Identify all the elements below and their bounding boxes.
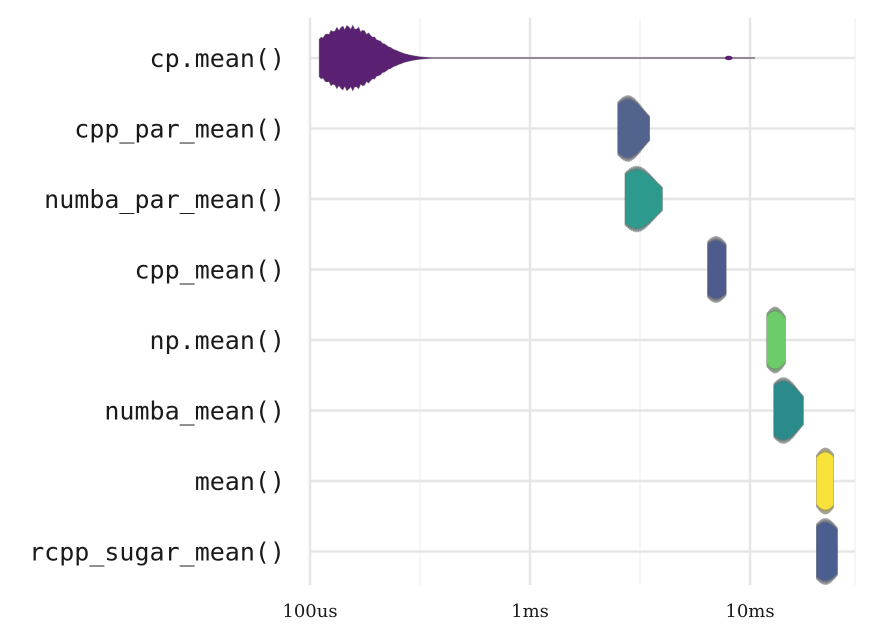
x-axis-labels: 100us 1ms 10ms [282, 601, 774, 622]
grid [308, 18, 856, 585]
y-tick-label: cpp_par_mean() [74, 115, 285, 144]
y-tick-label: cpp_mean() [134, 256, 285, 285]
violin-np-mean [766, 306, 786, 374]
y-tick-label: cp.mean() [150, 44, 285, 73]
violin-numba-par-mean [624, 165, 663, 233]
x-tick-label: 10ms [725, 601, 774, 622]
violin-mean [816, 447, 834, 515]
violin-cpp-par-mean [617, 94, 650, 163]
violin-numba-mean [773, 376, 804, 445]
violin-cpp-mean [707, 235, 727, 304]
violins [318, 24, 838, 586]
violin-cp-mean [318, 24, 755, 92]
y-tick-label: np.mean() [150, 326, 285, 355]
x-tick-label: 1ms [511, 601, 549, 622]
y-tick-label: numba_par_mean() [44, 185, 285, 214]
y-tick-label: numba_mean() [104, 397, 285, 426]
y-tick-label: rcpp_sugar_mean() [29, 538, 285, 567]
x-tick-label: 100us [282, 601, 337, 622]
y-tick-label: mean() [195, 467, 285, 496]
violin-tail-blip [724, 55, 733, 61]
y-axis-labels: cp.mean() cpp_par_mean() numba_par_mean()c… [29, 44, 285, 567]
violin-rcpp-sugar-mean [816, 517, 838, 586]
